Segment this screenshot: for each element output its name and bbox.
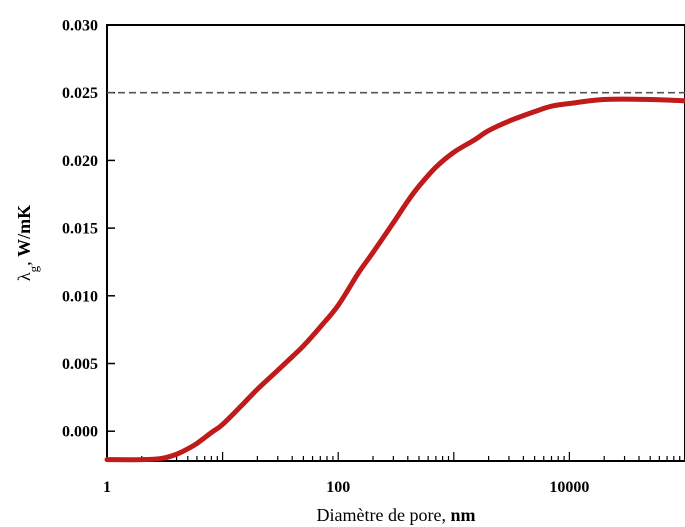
x-axis-label-unit: nm: [450, 505, 475, 525]
y-tick-label: 0.010: [62, 288, 98, 305]
y-tick-label: 0.000: [62, 424, 98, 441]
x-axis-label-text: Diamètre de pore,: [317, 505, 451, 525]
y-axis-label-subscript: g: [26, 265, 41, 272]
y-axis-label-separator: ,: [14, 257, 34, 266]
y-tick-label: 0.025: [62, 85, 98, 102]
x-tick-label: 100: [326, 479, 350, 496]
x-axis-ticks: 1 100 10000: [103, 452, 681, 496]
x-tick-label: 1: [103, 479, 111, 496]
y-tick-label: 0.030: [62, 18, 98, 35]
y-tick-label: 0.015: [62, 221, 98, 238]
y-axis-label-unit: W/mK: [14, 205, 34, 257]
x-axis-label: Diamètre de pore, nm: [317, 505, 476, 525]
y-axis-ticks: 0.000 0.005 0.010 0.015 0.020 0.025 0.030: [62, 18, 115, 441]
y-axis-label: λg, W/mK: [14, 205, 41, 281]
series-layer: [104, 96, 685, 463]
series-line: [104, 96, 685, 463]
x-tick-label: 10000: [549, 479, 589, 496]
y-axis-label-symbol: λ: [14, 272, 34, 281]
y-tick-label: 0.005: [62, 356, 98, 373]
y-tick-label: 0.020: [62, 153, 98, 170]
plot-frame: [106, 24, 685, 462]
